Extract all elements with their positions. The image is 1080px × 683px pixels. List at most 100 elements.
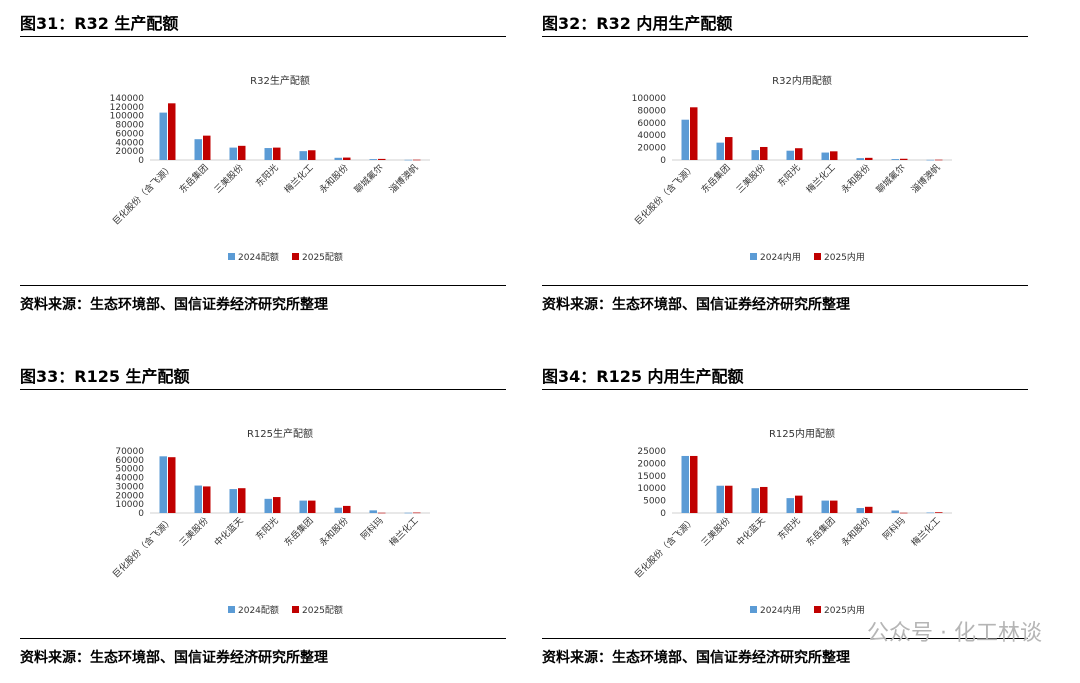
bar xyxy=(795,148,803,160)
x-tick-label: 巨化股份（含飞源） xyxy=(110,515,176,581)
legend-label: 2025配额 xyxy=(302,251,343,263)
y-tick-label: 70000 xyxy=(115,447,144,457)
x-tick-label: 梅兰化工 xyxy=(387,515,421,549)
y-tick-label: 100000 xyxy=(632,94,667,104)
x-tick-label: 巨化股份（含飞源） xyxy=(632,162,698,228)
chart-title: R125生产配额 xyxy=(247,427,313,440)
bar xyxy=(856,158,864,160)
bar xyxy=(795,495,803,513)
legend-swatch xyxy=(292,253,299,260)
bar xyxy=(935,159,943,161)
legend-label: 2025内用 xyxy=(824,251,865,263)
legend-label: 2025配额 xyxy=(302,604,343,616)
source-rule xyxy=(542,285,1028,286)
x-tick-label: 中化蓝天 xyxy=(734,515,768,549)
legend-swatch xyxy=(814,606,821,613)
legend-label: 2024配额 xyxy=(238,251,279,263)
bar xyxy=(900,158,908,160)
bar xyxy=(891,159,899,160)
bar xyxy=(926,512,934,514)
panel-fig31: 图31：R32 生产配额 R32生产配额 140000 120000 100000 80… xyxy=(20,10,506,330)
source-note: 资料来源：生态环境部、国信证券经济研究所整理 xyxy=(20,650,328,666)
x-tick-label: 永和股份 xyxy=(317,515,351,549)
bar xyxy=(273,147,281,160)
legend-swatch xyxy=(814,253,821,260)
title-rule xyxy=(542,389,1028,390)
y-tick-label: 80000 xyxy=(637,106,666,116)
bar-chart: R32生产配额 140000120000100000800006000040000… xyxy=(110,74,430,263)
y-tick-label: 100000 xyxy=(110,112,145,122)
bar xyxy=(926,159,934,161)
y-tick-label: 0 xyxy=(138,156,144,166)
x-tick-label: 淄博澳帆 xyxy=(909,162,943,196)
bar xyxy=(751,488,759,513)
x-tick-label: 东阳光 xyxy=(775,162,803,190)
y-tick-label: 20000 xyxy=(637,459,666,469)
source-rule xyxy=(542,638,1028,639)
bar xyxy=(900,512,908,514)
x-tick-label: 阿科玛 xyxy=(880,515,908,543)
bar xyxy=(273,497,281,513)
bar xyxy=(681,455,689,513)
x-tick-label: 永和股份 xyxy=(839,515,873,549)
bar xyxy=(238,145,246,160)
y-tick-label: 20000 xyxy=(115,491,144,501)
bar xyxy=(830,151,838,160)
x-tick-label: 东岳集团 xyxy=(282,515,316,549)
x-tick-label: 东岳集团 xyxy=(699,162,733,196)
bar xyxy=(308,500,316,513)
chart-title: R32生产配额 xyxy=(250,74,310,87)
bar xyxy=(716,142,724,160)
source-rule xyxy=(20,638,506,639)
bar xyxy=(194,485,202,513)
legend-label: 2024配额 xyxy=(238,604,279,616)
bar xyxy=(404,512,412,514)
x-tick-label: 三美股份 xyxy=(212,162,246,196)
x-tick-label: 东阳光 xyxy=(253,162,281,190)
figure-title: 图33：R125 生产配额 xyxy=(20,367,190,386)
bar xyxy=(168,103,176,160)
bar xyxy=(404,159,412,161)
y-tick-label: 40000 xyxy=(115,474,144,484)
bar xyxy=(751,150,759,160)
x-tick-label: 中化蓝天 xyxy=(212,515,246,549)
x-tick-label: 东岳集团 xyxy=(177,162,211,196)
bar xyxy=(159,112,167,160)
bar xyxy=(830,500,838,513)
x-tick-label: 东岳集团 xyxy=(804,515,838,549)
bar-chart: R32内用配额 100000 80000 60000 40000 20000 0巨化股份（含… xyxy=(632,74,952,263)
x-tick-label: 三美股份 xyxy=(699,515,733,549)
bar xyxy=(681,119,689,160)
bar xyxy=(308,150,316,160)
y-tick-label: 60000 xyxy=(637,119,666,129)
bar xyxy=(299,500,307,513)
bar xyxy=(168,457,176,513)
bar xyxy=(865,506,873,513)
y-tick-label: 40000 xyxy=(637,131,666,141)
bar xyxy=(891,510,899,513)
bar xyxy=(369,510,377,513)
y-tick-label: 60000 xyxy=(115,129,144,139)
x-tick-label: 淄博澳帆 xyxy=(387,162,421,196)
x-tick-label: 阿科玛 xyxy=(358,515,386,543)
bar xyxy=(856,508,864,513)
bar xyxy=(343,505,351,513)
y-tick-label: 0 xyxy=(660,509,666,519)
title-rule xyxy=(20,389,506,390)
bar xyxy=(725,137,733,160)
title-rule xyxy=(20,36,506,37)
x-tick-label: 东阳光 xyxy=(253,515,281,543)
panel-fig34: 图34：R125 内用生产配额 R125内用配额 25000 20000 15000 1… xyxy=(542,363,1028,683)
figure-title: 图31：R32 生产配额 xyxy=(20,14,179,33)
chart-title: R125内用配额 xyxy=(769,427,835,440)
y-tick-label: 20000 xyxy=(115,147,144,157)
y-tick-label: 5000 xyxy=(643,497,666,507)
legend-label: 2024内用 xyxy=(760,604,801,616)
y-tick-label: 0 xyxy=(660,156,666,166)
source-note: 资料来源：生态环境部、国信证券经济研究所整理 xyxy=(542,650,850,666)
y-tick-label: 10000 xyxy=(115,500,144,510)
title-rule xyxy=(542,36,1028,37)
x-tick-label: 东阳光 xyxy=(775,515,803,543)
x-tick-label: 巨化股份（含飞源） xyxy=(110,162,176,228)
bar xyxy=(203,135,211,160)
